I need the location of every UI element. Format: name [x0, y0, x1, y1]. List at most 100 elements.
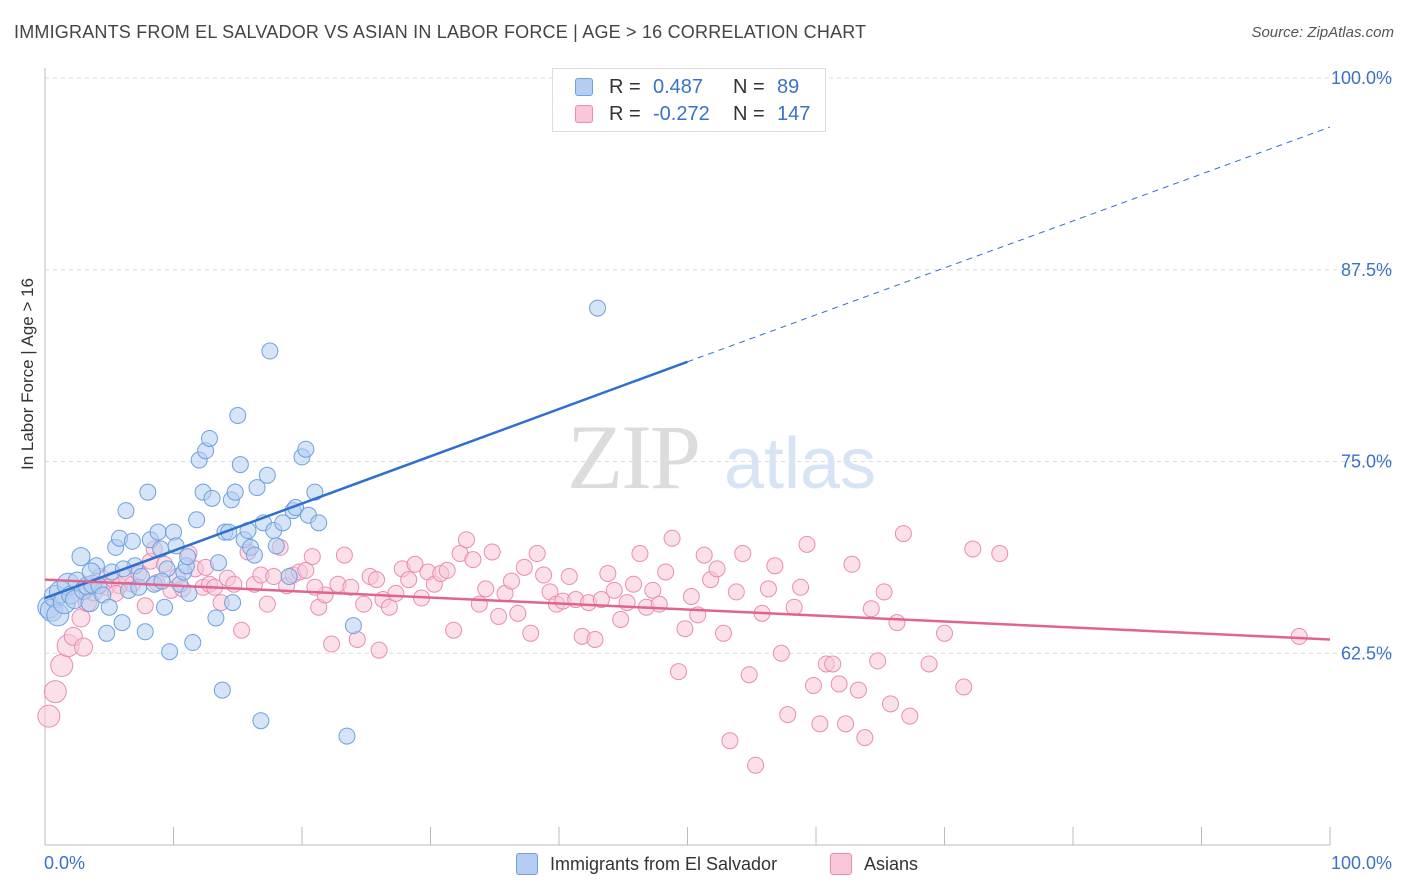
data-point	[98, 624, 116, 642]
blue-trend-line	[44, 360, 688, 600]
pink-swatch	[575, 105, 593, 123]
data-point	[740, 666, 758, 684]
data-point	[612, 611, 630, 629]
data-point	[310, 514, 328, 532]
data-point	[599, 564, 617, 582]
data-point	[483, 543, 501, 561]
data-point	[139, 483, 157, 501]
data-point	[438, 561, 456, 579]
r-value: 0.487	[653, 75, 704, 98]
data-point	[747, 756, 765, 774]
data-point	[165, 523, 182, 541]
data-point	[355, 595, 373, 613]
data-point	[682, 587, 700, 605]
data-point	[136, 597, 154, 615]
data-point	[920, 655, 938, 673]
n-label: N =	[733, 75, 765, 98]
data-point	[200, 429, 218, 447]
data-point	[862, 600, 880, 618]
legend-label-el-salvador: Immigrants from El Salvador	[550, 853, 778, 874]
x-tick-label: 100.0%	[1331, 853, 1392, 873]
data-point	[37, 704, 61, 728]
data-point	[184, 634, 202, 652]
data-point	[650, 595, 668, 613]
pink-trend-line	[44, 578, 1331, 641]
data-point	[772, 644, 790, 662]
data-point	[991, 545, 1009, 563]
data-point	[80, 593, 100, 613]
data-point	[297, 440, 315, 458]
data-point	[837, 715, 855, 733]
data-point	[258, 466, 276, 484]
data-point	[207, 609, 225, 627]
legend-item-asians[interactable]: Asians	[830, 852, 918, 876]
data-point	[226, 483, 244, 501]
data-point	[663, 529, 681, 547]
data-point	[477, 580, 495, 598]
data-point	[445, 621, 463, 639]
data-point	[586, 630, 604, 648]
data-point	[344, 617, 362, 635]
r-value: -0.272	[653, 102, 710, 125]
data-point	[714, 624, 732, 642]
y-tick-label: 87.5%	[1341, 260, 1392, 280]
data-point	[117, 502, 135, 520]
data-point	[644, 581, 662, 599]
data-point	[811, 715, 829, 733]
data-point	[229, 406, 247, 424]
data-point	[804, 676, 822, 694]
data-point	[535, 566, 553, 584]
data-point	[515, 558, 533, 576]
data-point	[74, 637, 94, 657]
data-point	[370, 641, 388, 659]
data-point	[400, 571, 418, 589]
data-point	[964, 540, 982, 558]
data-point	[179, 548, 197, 566]
chart-title: IMMIGRANTS FROM EL SALVADOR VS ASIAN IN …	[14, 22, 867, 42]
y-tick-label: 62.5%	[1341, 643, 1392, 663]
y-tick-label: 100.0%	[1331, 68, 1392, 88]
legend-item-el-salvador[interactable]: Immigrants from El Salvador	[516, 852, 777, 876]
watermark: ZIP atlas	[567, 406, 876, 508]
data-point	[625, 575, 643, 593]
data-point	[335, 546, 353, 564]
data-point	[406, 555, 424, 573]
data-point	[875, 583, 893, 601]
data-point	[245, 546, 263, 564]
legend-swatch-pink	[830, 853, 852, 875]
data-point	[708, 560, 726, 578]
data-point	[261, 342, 279, 360]
data-point	[798, 535, 816, 553]
data-point	[123, 532, 141, 550]
data-point	[522, 624, 540, 642]
blue-swatch	[575, 78, 593, 96]
x-tick-label: 0.0%	[44, 853, 85, 873]
r-label: R =	[609, 75, 641, 98]
r-label: R =	[609, 102, 641, 125]
el-salvador-points	[37, 299, 607, 745]
data-point	[43, 680, 67, 704]
data-point	[338, 727, 356, 745]
data-point	[368, 571, 386, 589]
data-point	[528, 545, 546, 563]
data-point	[882, 695, 900, 713]
data-point	[824, 655, 842, 673]
data-point	[509, 604, 527, 622]
data-point	[297, 561, 315, 579]
data-point	[869, 652, 887, 670]
data-point	[502, 572, 520, 590]
tick-labels: 62.5% 75.0% 87.5% 100.0% 0.0% 100.0%	[44, 68, 1392, 873]
data-point	[252, 712, 270, 730]
data-point	[267, 537, 285, 555]
source-label: Source: ZipAtlas.com	[1251, 24, 1394, 41]
data-point	[161, 643, 179, 661]
watermark-atlas: atlas	[724, 424, 876, 504]
stats-row-pink: R = -0.272 N = 147	[575, 101, 810, 127]
data-point	[721, 732, 739, 750]
data-point	[490, 607, 508, 625]
data-point	[457, 531, 475, 549]
data-point	[843, 555, 861, 573]
stats-row-blue: R = 0.487 N = 89	[575, 74, 799, 100]
data-point	[785, 598, 803, 616]
